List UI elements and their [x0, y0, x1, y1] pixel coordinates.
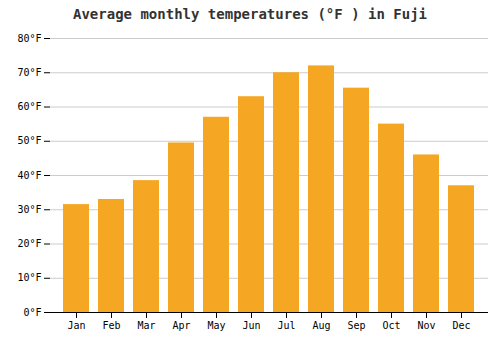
- svg-text:80°F: 80°F: [17, 33, 41, 44]
- svg-text:Aug: Aug: [312, 320, 330, 331]
- svg-text:Jun: Jun: [242, 320, 260, 331]
- svg-text:10°F: 10°F: [17, 272, 41, 283]
- svg-text:20°F: 20°F: [17, 238, 41, 249]
- svg-text:Oct: Oct: [382, 320, 400, 331]
- svg-text:Dec: Dec: [452, 320, 470, 331]
- svg-text:Nov: Nov: [417, 320, 435, 331]
- html-text:Average monthly temperatures (: Average monthly temperatures (°F ) in Fu…: [73, 6, 427, 22]
- svg-text:May: May: [207, 320, 225, 331]
- svg-text:Apr: Apr: [172, 320, 190, 331]
- svg-text:70°F: 70°F: [17, 67, 41, 78]
- svg-text:Sep: Sep: [347, 320, 365, 331]
- svg-text:Jan: Jan: [67, 320, 85, 331]
- svg-text:Jul: Jul: [277, 320, 295, 331]
- svg-text:30°F: 30°F: [17, 204, 41, 215]
- svg-text:Feb: Feb: [102, 320, 120, 331]
- svg-text:40°F: 40°F: [17, 170, 41, 181]
- svg-text:0°F: 0°F: [23, 307, 41, 318]
- svg-text:60°F: 60°F: [17, 101, 41, 112]
- svg-text:50°F: 50°F: [17, 135, 41, 146]
- svg-text:Mar: Mar: [137, 320, 155, 331]
